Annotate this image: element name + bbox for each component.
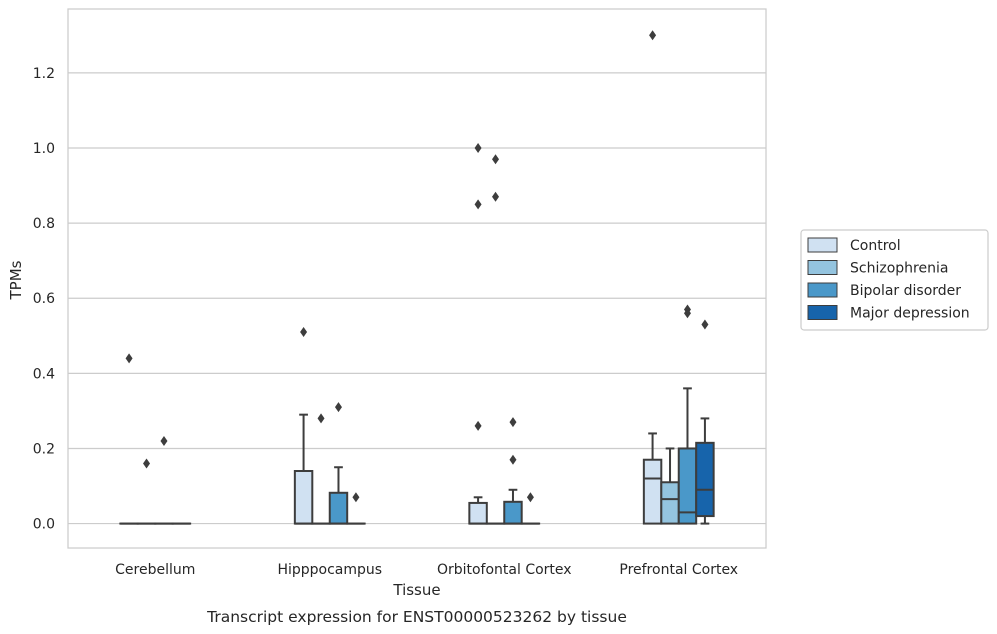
legend-swatch <box>807 237 838 253</box>
y-tick-label: 0.0 <box>33 517 55 533</box>
box-2-3 <box>677 304 698 525</box>
outlier-point <box>474 142 482 153</box>
legend-label: Schizophrenia <box>850 261 948 277</box>
outlier-point <box>492 154 500 165</box>
boxes <box>119 30 715 525</box>
legend-swatch <box>807 260 838 275</box>
plot-frame <box>67 8 767 549</box>
box-2-1 <box>328 402 349 525</box>
y-tick-label: 1.2 <box>33 66 55 82</box>
x-tick-label: Prefrontal Cortex <box>619 562 738 578</box>
gridlines <box>68 72 766 525</box>
outlier-point <box>649 30 657 41</box>
outlier-point <box>526 492 534 503</box>
box-0-0 <box>119 353 139 525</box>
outlier-point <box>509 454 517 465</box>
outlier-point <box>701 319 709 330</box>
y-tick-label: 0.2 <box>33 441 55 457</box>
box-3-1 <box>346 492 366 525</box>
x-ticks: Cerebellum Hipppocampus Orbitofontal Corte… <box>115 562 738 578</box>
x-tick-label: Hipppocampus <box>277 562 382 578</box>
box-body <box>468 501 488 525</box>
x-tick-label: Cerebellum <box>115 562 195 578</box>
box-0-2 <box>468 142 488 525</box>
box-3-2 <box>520 492 541 525</box>
outlier-point <box>300 327 308 338</box>
legend: Control Schizophrenia Bipolar disorder Majo… <box>800 229 989 331</box>
box-body <box>660 481 680 525</box>
outlier-point <box>334 402 342 413</box>
box-body <box>328 491 349 525</box>
legend-swatch <box>807 305 838 320</box>
box-0-3 <box>642 30 663 525</box>
box-3-3 <box>695 319 715 525</box>
legend-label: Control <box>850 238 901 254</box>
box-body <box>503 500 523 525</box>
legend-label: Bipolar disorder <box>850 283 961 299</box>
x-tick-label: Orbitofontal Cortex <box>437 562 572 578</box>
box-2-0 <box>154 435 174 525</box>
outlier-point <box>143 458 151 469</box>
outlier-point <box>125 353 133 364</box>
box-0-1 <box>293 327 314 525</box>
y-axis-label: TPMs <box>7 260 25 300</box>
legend-label: Major depression <box>850 306 970 322</box>
y-tick-label: 0.6 <box>33 291 55 307</box>
y-ticks: 0.0 0.2 0.4 0.6 0.8 1.0 1.2 <box>33 66 55 533</box>
box-1-1 <box>311 413 331 525</box>
box-2-2 <box>503 417 523 525</box>
outlier-point <box>492 191 500 202</box>
box-1-0 <box>136 458 157 525</box>
outlier-point <box>509 417 517 428</box>
y-tick-label: 1.0 <box>33 141 55 157</box>
box-body <box>695 441 715 518</box>
box-body <box>642 458 663 525</box>
legend-frame <box>800 229 989 331</box>
y-tick-label: 0.8 <box>33 216 55 232</box>
box-1-2 <box>485 154 506 525</box>
x-axis-label: Tissue <box>392 581 440 599</box>
chart-caption: Transcript expression for ENST0000052326… <box>206 608 627 626</box>
outlier-point <box>317 413 325 424</box>
legend-swatch <box>807 282 838 298</box>
outlier-point <box>683 304 691 315</box>
outlier-point <box>474 420 482 431</box>
box-1-3 <box>660 447 680 525</box>
outlier-point <box>474 199 482 210</box>
outlier-point <box>352 492 360 503</box>
outlier-point <box>160 435 168 446</box>
box-body <box>293 470 314 525</box>
y-tick-label: 0.4 <box>33 366 55 382</box>
